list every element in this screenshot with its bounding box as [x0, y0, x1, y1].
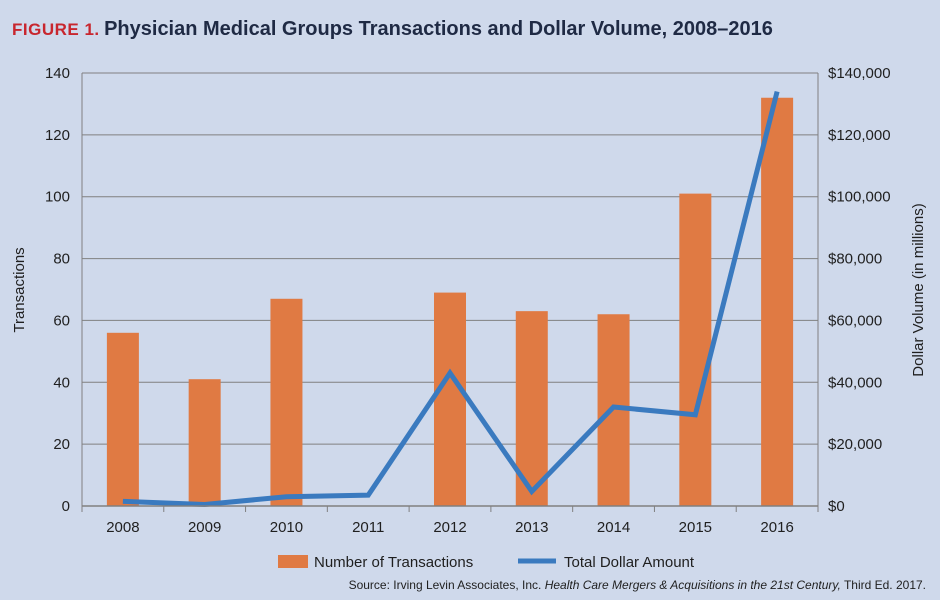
- y-tick-label-right: $120,000: [828, 127, 891, 144]
- legend-line-label: Total Dollar Amount: [564, 554, 695, 571]
- x-tick-label: 2015: [679, 519, 712, 536]
- right-tick-labels: $0 $20,000 $40,000 $60,000 $80,000 $100,000 $1…: [828, 65, 891, 515]
- y-tick-label-right: $20,000: [828, 436, 882, 453]
- legend-bar-swatch: [278, 555, 308, 568]
- y-tick-label-right: $60,000: [828, 312, 882, 329]
- axes: [81, 73, 819, 512]
- y-tick-label-right: $100,000: [828, 189, 891, 206]
- bar: [761, 97, 794, 506]
- y-tick-label-right: $40,000: [828, 374, 882, 391]
- x-tick-label: 2014: [597, 519, 630, 536]
- x-tick-label: 2016: [760, 519, 793, 536]
- bar: [434, 292, 466, 506]
- bar-series: [106, 97, 794, 506]
- legend-bar-label: Number of Transactions: [314, 554, 473, 571]
- legend: Number of Transactions Total Dollar Amou…: [278, 554, 695, 571]
- figure-title: Physician Medical Groups Transactions an…: [104, 18, 773, 40]
- y-tick-label-left: 40: [53, 374, 70, 391]
- left-tick-labels: 0 20 40 60 80 100 120 140: [45, 65, 70, 515]
- y-tick-label-left: 140: [45, 65, 70, 82]
- x-tick-label: 2010: [270, 519, 303, 536]
- x-tick-label: 2011: [352, 519, 384, 536]
- source-prefix: Source: Irving Levin Associates, Inc.: [348, 578, 545, 592]
- source-italic: Health Care Mergers & Acquisitions in th…: [544, 578, 841, 592]
- y-tick-label-right: $80,000: [828, 251, 882, 268]
- x-tick-label: 2009: [188, 519, 221, 536]
- x-tick-label: 2012: [433, 519, 466, 536]
- x-tick-label: 2008: [106, 519, 139, 536]
- y-axis-label-left: Transactions: [11, 247, 28, 332]
- figure-title-block: FIGURE 1. Physician Medical Groups Trans…: [12, 18, 773, 41]
- y-tick-label-left: 80: [53, 251, 70, 268]
- bar: [679, 193, 712, 506]
- x-tick-labels: 2008 2009 2010 2011 2012 2013 2014 2015 2016: [106, 519, 794, 536]
- y-tick-label-left: 60: [53, 312, 70, 329]
- y-tick-label-left: 0: [62, 498, 70, 515]
- bar: [188, 379, 221, 506]
- y-tick-label-left: 100: [45, 189, 70, 206]
- figure-label: FIGURE 1.: [12, 20, 100, 39]
- y-tick-label-right: $140,000: [828, 65, 891, 82]
- bar: [106, 332, 139, 506]
- y-tick-label-left: 20: [53, 436, 70, 453]
- source-note: Source: Irving Levin Associates, Inc. He…: [349, 578, 926, 592]
- line-series: [122, 90, 780, 507]
- y-axis-label-right: Dollar Volume (in millions): [910, 203, 927, 376]
- bar: [270, 298, 303, 506]
- x-tick-label: 2013: [515, 519, 548, 536]
- y-tick-label-right: $0: [828, 498, 845, 515]
- y-tick-label-left: 120: [45, 127, 70, 144]
- source-suffix: Third Ed. 2017.: [840, 578, 926, 592]
